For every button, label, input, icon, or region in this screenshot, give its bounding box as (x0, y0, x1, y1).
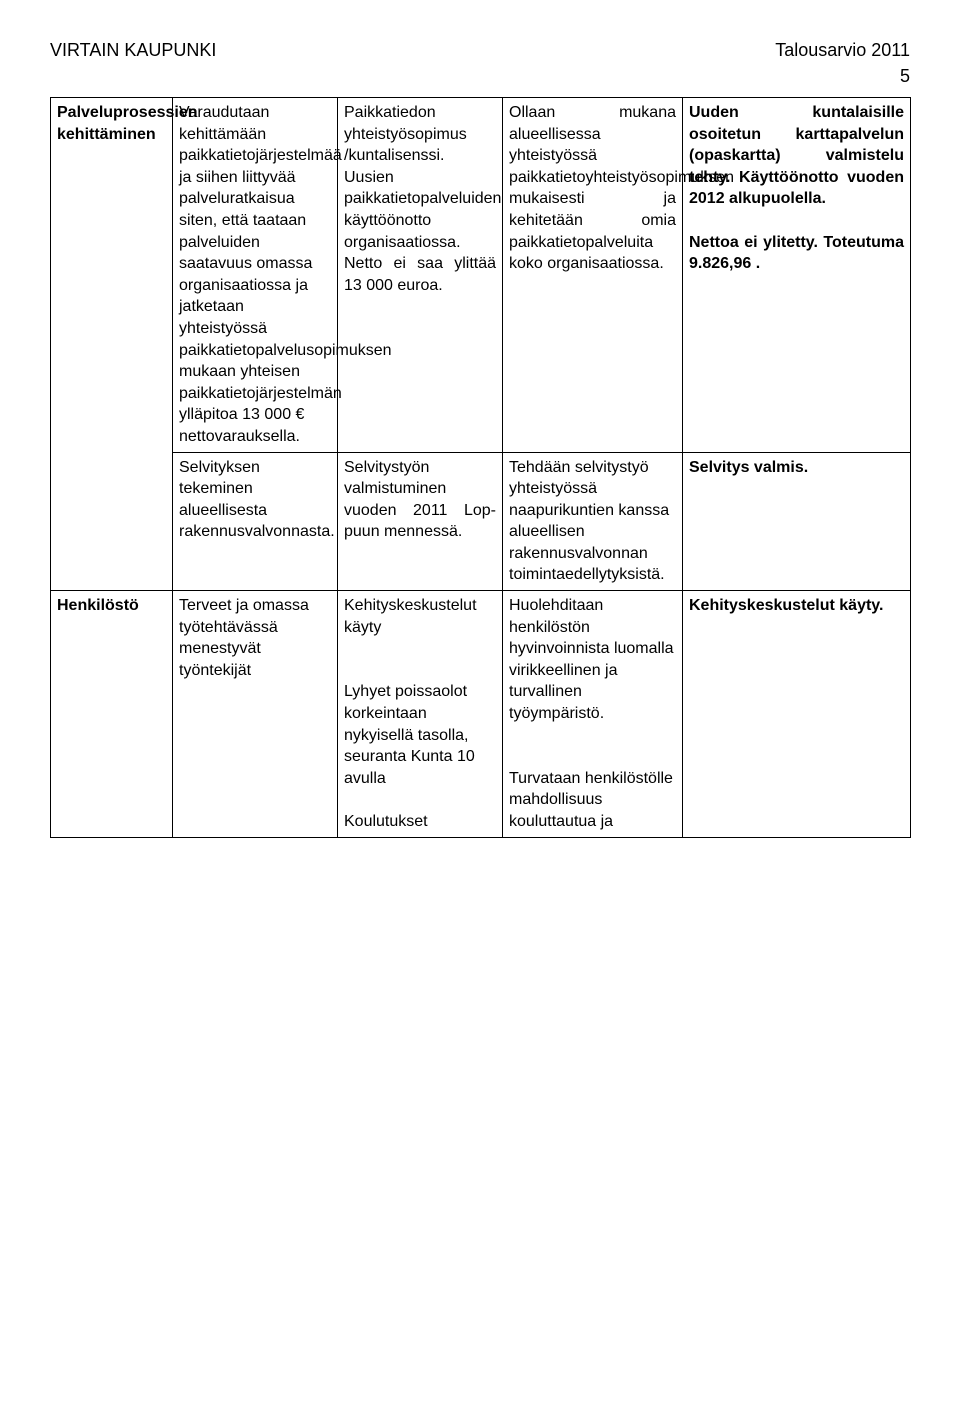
header-right: Talousarvio 2011 (775, 40, 910, 61)
cell-r3-c5: Kehityskeskustelut käyty. (683, 591, 911, 838)
content-table: Palveluprosessien kehittäminen Varauduta… (50, 97, 911, 838)
document-page: VIRTAIN KAUPUNKI Talousarvio 2011 5 Palv… (0, 0, 960, 878)
cell-r1-c2: Varaudutaan kehittämään paikkatietojärje… (173, 98, 338, 453)
cell-r2-c5: Selvitys valmis. (683, 452, 911, 591)
cell-r2-c4: Tehdään selvitystyö yhteistyössä naapuri… (503, 452, 683, 591)
cell-r2-c2: Selvityksen tekeminen alueellisesta rake… (173, 452, 338, 591)
table-row: Selvityksen tekeminen alueellisesta rake… (51, 452, 911, 591)
cell-r2-c3: Selvitystyön valmistuminen vuoden 2011 L… (338, 452, 503, 591)
table-row: Palveluprosessien kehittäminen Varauduta… (51, 98, 911, 453)
cell-r3-c4: Huolehditaan henkilöstön hyvinvoinnista … (503, 591, 683, 838)
cell-r3-c2: Terveet ja omassa työtehtävässä menestyv… (173, 591, 338, 838)
page-number: 5 (50, 66, 910, 87)
cell-r1-c4: Ollaan mukana alueellisessa yhteistyössä… (503, 98, 683, 453)
cell-r3-c3: Kehityskeskustelut käyty Lyhyet poissaol… (338, 591, 503, 838)
page-header: VIRTAIN KAUPUNKI Talousarvio 2011 (50, 40, 910, 61)
cell-r2-c1 (51, 452, 173, 591)
cell-r1-c3: Paikkatiedon yhteistyösopimus /kuntalise… (338, 98, 503, 453)
cell-r3-c1: Henkilöstö (51, 591, 173, 838)
table-row: Henkilöstö Terveet ja omassa työtehtäväs… (51, 591, 911, 838)
cell-r1-c5: Uuden kuntalaisille osoitetun karttapalv… (683, 98, 911, 453)
cell-r1-c1: Palveluprosessien kehittäminen (51, 98, 173, 453)
header-left: VIRTAIN KAUPUNKI (50, 40, 216, 61)
